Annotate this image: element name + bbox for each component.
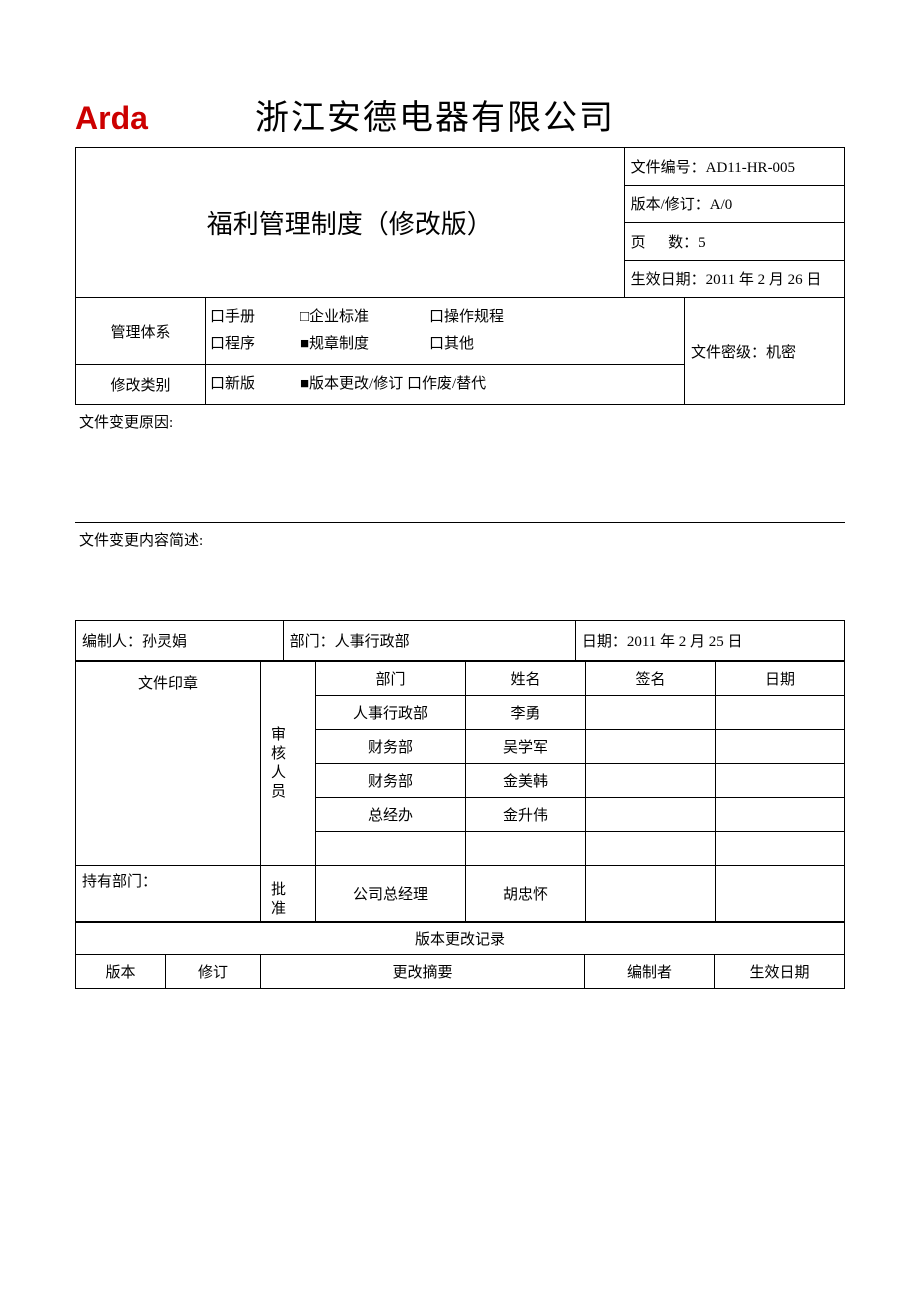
document-header: Arda 浙江安德电器有限公司 xyxy=(75,90,845,139)
stamp-cell: 文件印章 xyxy=(76,662,261,866)
revision-title: 版本更改记录 xyxy=(76,923,845,955)
revhdr-summary: 更改摘要 xyxy=(261,955,585,989)
rev-row-dept: 人事行政部 xyxy=(316,696,466,730)
version-value: A/0 xyxy=(710,197,733,213)
mgmt-system-label: 管理体系 xyxy=(76,298,206,365)
rev-row-name: 吴学军 xyxy=(466,730,586,764)
rev-row-name: 金升伟 xyxy=(466,798,586,832)
rev-row-name: 李勇 xyxy=(466,696,586,730)
pages-cell: 页 数：5 xyxy=(624,223,844,261)
pages-label: 页 xyxy=(631,235,646,251)
revision-table: 版本更改记录 版本 修订 更改摘要 编制者 生效日期 xyxy=(75,922,845,989)
rev-row-dept: 财务部 xyxy=(316,730,466,764)
prep-date-value: 2011 年 2 月 25 日 xyxy=(627,634,743,650)
prep-dept-value: 人事行政部 xyxy=(335,634,410,650)
doc-no-cell: 文件编号：AD11-HR-005 xyxy=(624,148,844,186)
effective-value: 2011 年 2 月 26 日 xyxy=(706,272,822,288)
rev-hdr-sign: 签名 xyxy=(586,662,716,696)
rev-row-date xyxy=(716,696,845,730)
revhdr-rev: 修订 xyxy=(166,955,261,989)
mod-options: 口新版 ■版本更改/修订 口作废/替代 xyxy=(206,365,685,405)
rev-row-date xyxy=(716,764,845,798)
doc-no-label: 文件编号： xyxy=(631,160,706,176)
effective-label: 生效日期： xyxy=(631,272,706,288)
review-group-label: 审核人员 xyxy=(261,662,316,866)
rev-row-sign xyxy=(586,696,716,730)
rev-hdr-dept: 部门 xyxy=(316,662,466,696)
change-reason-label: 文件变更原因: xyxy=(79,411,845,432)
secrecy-cell: 文件密级：机密 xyxy=(685,298,845,405)
change-content-label: 文件变更内容简述: xyxy=(79,529,845,550)
effective-cell: 生效日期：2011 年 2 月 26 日 xyxy=(624,260,844,298)
mgmt-options-cell: 口手册 □企业标准 口操作规程 口程序 ■规章制度 口其他 xyxy=(206,298,685,365)
doc-no-value: AD11-HR-005 xyxy=(706,160,795,176)
doc-title: 福利管理制度（修改版） xyxy=(207,210,493,239)
version-label: 版本/修订： xyxy=(631,197,710,213)
mgmt-opts-row1: 口手册 □企业标准 口操作规程 xyxy=(210,304,680,331)
rev-row-dept xyxy=(316,832,466,866)
rev-hdr-name: 姓名 xyxy=(466,662,586,696)
mod-type-label: 修改类别 xyxy=(76,365,206,405)
review-vtext: 审核人员 xyxy=(267,726,288,802)
pages-sep: 数： xyxy=(668,235,698,251)
hold-dept-cell: 持有部门： xyxy=(76,866,261,922)
secrecy-label: 文件密级： xyxy=(691,345,766,361)
revhdr-author: 编制者 xyxy=(585,955,715,989)
company-name: 浙江安德电器有限公司 xyxy=(255,90,615,139)
prep-date-cell: 日期：2011 年 2 月 25 日 xyxy=(575,621,844,661)
rev-row-date xyxy=(716,730,845,764)
rev-row-date xyxy=(716,798,845,832)
rev-hdr-date: 日期 xyxy=(716,662,845,696)
rev-row-sign xyxy=(586,730,716,764)
rev-row-sign xyxy=(586,798,716,832)
approve-date xyxy=(716,866,845,922)
company-logo: Arda xyxy=(75,100,255,137)
approve-group-label: 批准 xyxy=(261,866,316,922)
change-reason-line xyxy=(75,522,845,523)
mgmt-opts-row2: 口程序 ■规章制度 口其他 xyxy=(210,331,680,358)
rev-row-sign xyxy=(586,764,716,798)
revhdr-ver: 版本 xyxy=(76,955,166,989)
pages-value: 5 xyxy=(698,235,706,251)
rev-row-sign xyxy=(586,832,716,866)
rev-row-name xyxy=(466,832,586,866)
author-value: 孙灵娟 xyxy=(142,634,187,650)
doc-title-cell: 福利管理制度（修改版） xyxy=(76,148,625,298)
approve-vtext: 批准 xyxy=(267,879,288,921)
approve-name: 胡忠怀 xyxy=(466,866,586,922)
prep-date-label: 日期： xyxy=(582,634,627,650)
rev-row-date xyxy=(716,832,845,866)
secrecy-value: 机密 xyxy=(766,345,796,361)
version-cell: 版本/修订：A/0 xyxy=(624,185,844,223)
revhdr-eff: 生效日期 xyxy=(715,955,845,989)
rev-row-dept: 财务部 xyxy=(316,764,466,798)
author-label: 编制人： xyxy=(82,634,142,650)
dept-cell: 部门：人事行政部 xyxy=(283,621,575,661)
rev-row-dept: 总经办 xyxy=(316,798,466,832)
approve-dept: 公司总经理 xyxy=(316,866,466,922)
doc-meta-table: 福利管理制度（修改版） 文件编号：AD11-HR-005 版本/修订：A/0 页… xyxy=(75,147,845,405)
approve-sign xyxy=(586,866,716,922)
review-table: 文件印章 审核人员 部门 姓名 签名 日期 人事行政部 李勇 财务部 吴学军 财… xyxy=(75,661,845,922)
prep-dept-label: 部门： xyxy=(290,634,335,650)
preparer-table: 编制人：孙灵娟 部门：人事行政部 日期：2011 年 2 月 25 日 xyxy=(75,620,845,661)
author-cell: 编制人：孙灵娟 xyxy=(76,621,284,661)
rev-row-name: 金美韩 xyxy=(466,764,586,798)
